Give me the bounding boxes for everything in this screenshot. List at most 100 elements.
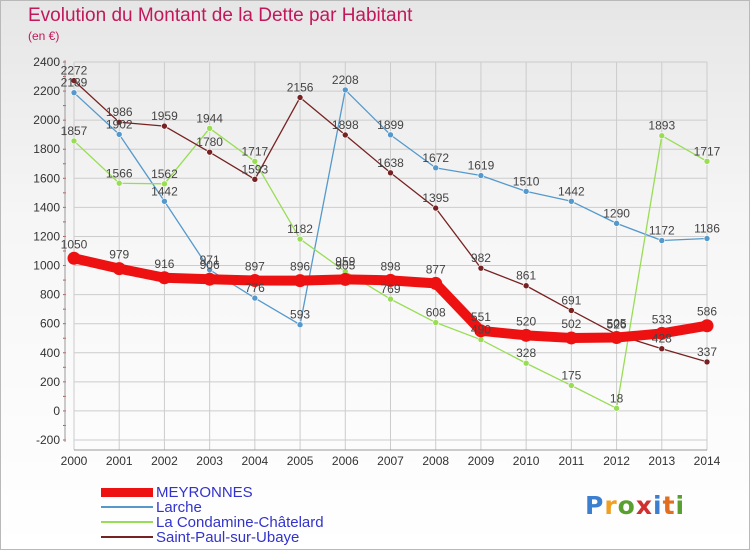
logo-letter: i (675, 491, 686, 520)
data-point (522, 188, 530, 195)
data-label: 2272 (61, 64, 88, 78)
data-label: 1857 (61, 124, 88, 138)
data-point (474, 324, 488, 338)
data-label: 520 (516, 314, 536, 328)
data-labels: 1050 979 916 906 897 896 905 898 877 551 520 502 505… (61, 64, 721, 406)
data-point (564, 331, 578, 345)
x-tick-label: 2013 (648, 454, 675, 468)
data-label: 1893 (648, 119, 675, 133)
data-label: 2208 (332, 73, 359, 87)
data-point (387, 131, 394, 139)
logo-letter: o (617, 491, 636, 520)
logo-letter: i (653, 491, 663, 520)
data-point (206, 124, 213, 132)
x-tick-label: 2014 (694, 454, 721, 468)
y-tick-label: 200 (40, 375, 60, 389)
data-point (157, 271, 171, 285)
data-point (338, 272, 352, 286)
legend-swatch (101, 536, 153, 538)
data-point (658, 237, 666, 244)
data-label: 1566 (106, 166, 133, 180)
data-point (161, 197, 168, 205)
data-label: 1717 (242, 144, 269, 158)
data-point (67, 251, 81, 265)
data-label: 586 (697, 305, 717, 319)
data-label: 1780 (196, 135, 223, 149)
x-tick-label: 2004 (242, 454, 269, 468)
x-tick-label: 2011 (558, 454, 584, 468)
y-tick-label: 0 (53, 404, 60, 418)
data-label: 877 (426, 262, 446, 276)
data-point (613, 220, 620, 227)
y-tick-label: 2400 (33, 55, 60, 69)
logo-letter: t (662, 491, 676, 520)
y-tick-label: 1800 (33, 142, 60, 156)
data-point (568, 197, 575, 205)
data-point (341, 86, 349, 94)
y-tick-label: 2000 (33, 113, 60, 127)
grid (73, 61, 708, 450)
data-point (703, 157, 711, 165)
data-label: 1182 (287, 222, 313, 236)
x-tick-label: 2001 (106, 454, 133, 468)
data-point (70, 89, 78, 96)
logo-letter: P (585, 491, 605, 520)
y-tick-label: 800 (40, 288, 60, 302)
data-point (522, 359, 530, 367)
x-tick-label: 2000 (61, 454, 88, 468)
data-label: 1172 (649, 224, 675, 238)
y-tick-label: -200 (36, 433, 60, 447)
legend-swatch (101, 506, 153, 508)
data-label: 1050 (61, 237, 88, 251)
data-point (429, 276, 443, 290)
data-label: 769 (380, 282, 400, 296)
data-label: 1442 (151, 184, 178, 198)
series-lines (67, 77, 714, 412)
data-label: 1717 (694, 144, 721, 158)
data-label: 505 (607, 317, 627, 331)
data-point (658, 132, 666, 140)
data-point (296, 94, 304, 101)
data-point (115, 179, 123, 187)
x-tick-label: 2009 (468, 454, 495, 468)
y-tick-label: 1600 (33, 171, 60, 185)
x-tick-label: 2002 (151, 454, 178, 468)
proxiti-logo: Proxiti (585, 491, 685, 520)
data-label: 1959 (151, 109, 178, 123)
data-label: 971 (200, 253, 220, 267)
y-tick-label: 2200 (33, 84, 60, 98)
data-label: 982 (471, 251, 491, 265)
data-point (206, 148, 213, 156)
data-point (432, 164, 440, 172)
data-label: 979 (109, 248, 129, 262)
data-label: 1562 (151, 167, 178, 181)
x-tick-label: 2007 (377, 454, 404, 468)
data-label: 1902 (106, 117, 133, 131)
data-point (703, 358, 711, 366)
y-tick-label: 1200 (33, 229, 60, 243)
data-point (70, 137, 78, 145)
x-tick-label: 2008 (422, 454, 449, 468)
data-point (384, 273, 397, 287)
logo-letter: x (635, 491, 653, 520)
data-label: 551 (471, 310, 491, 324)
data-point (341, 131, 349, 139)
data-label: 1186 (694, 221, 720, 235)
x-tick-label: 2003 (196, 454, 223, 468)
data-label: 896 (290, 260, 310, 274)
data-label: 776 (245, 281, 265, 295)
data-point (387, 169, 394, 177)
data-point (203, 272, 217, 286)
data-point (251, 294, 259, 302)
legend-label: MEYRONNES (156, 484, 253, 501)
data-label: 175 (561, 368, 581, 382)
data-label: 593 (290, 308, 310, 322)
data-point (251, 157, 259, 165)
data-point (655, 326, 669, 340)
data-point (296, 235, 304, 243)
x-tick-label: 2005 (287, 454, 314, 468)
data-label: 1898 (332, 118, 359, 132)
data-label: 1672 (422, 151, 449, 165)
x-tick-label: 2006 (332, 454, 359, 468)
